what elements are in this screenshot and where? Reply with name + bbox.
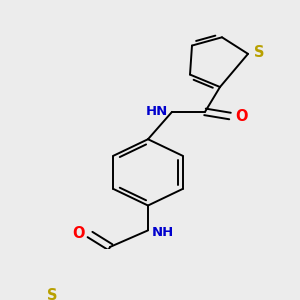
Text: S: S	[254, 45, 265, 60]
Text: S: S	[47, 288, 58, 300]
Text: O: O	[73, 226, 85, 241]
Text: NH: NH	[152, 226, 174, 238]
Text: O: O	[235, 109, 247, 124]
Text: HN: HN	[146, 105, 168, 119]
